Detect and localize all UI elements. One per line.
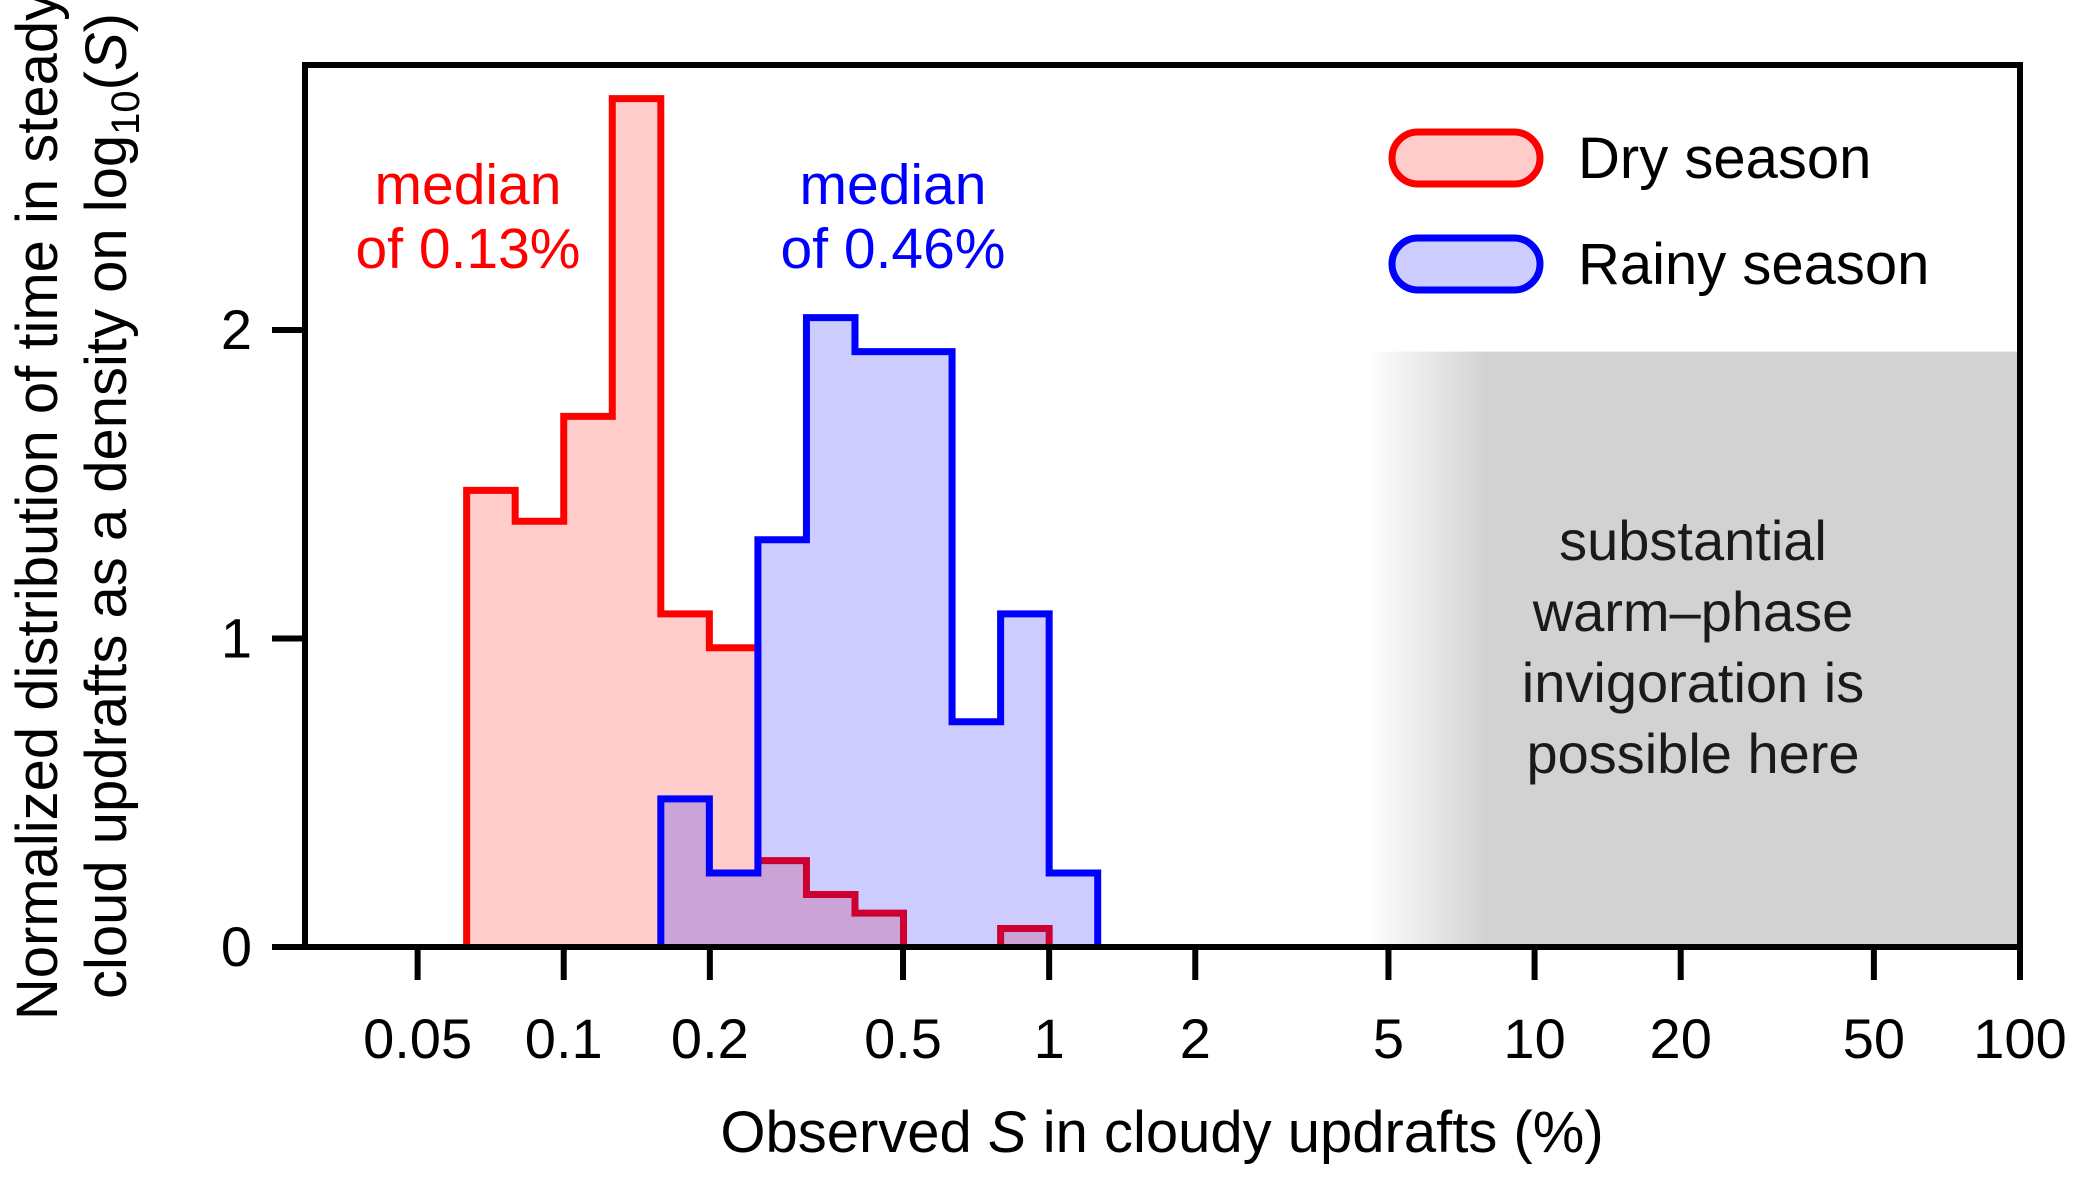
y-axis-title-line-2: cloud updrafts as a density on log10(S) xyxy=(74,13,148,999)
histogram-series-layer xyxy=(463,95,1102,947)
dry-median-line-2: of 0.13% xyxy=(356,217,581,281)
x-axis-title: Observed S in cloudy updrafts (%) xyxy=(720,1100,1603,1165)
x-tick-label: 1 xyxy=(1034,1007,1065,1070)
warm-phase-shaded-region-layer xyxy=(1366,351,2020,947)
y-tick-label: 2 xyxy=(221,298,252,361)
dry-season-bars-outline xyxy=(463,95,908,947)
dry-season-bars-outline xyxy=(997,924,1053,947)
x-tick-label: 0.2 xyxy=(671,1007,749,1070)
plot-border xyxy=(302,62,2023,950)
x-tick-label: 2 xyxy=(1180,1007,1211,1070)
warm-phase-shaded-region xyxy=(1366,351,2020,947)
rainy-median-line-1: median xyxy=(800,153,987,217)
x-tick-label: 0.1 xyxy=(525,1007,603,1070)
x-tick-label: 50 xyxy=(1843,1007,1905,1070)
shaded-caption-line-4: possible here xyxy=(1526,722,1859,785)
x-tick-label: 0.05 xyxy=(363,1007,472,1070)
legend-swatch-rainy xyxy=(1388,234,1544,294)
legend-label-rainy: Rainy season xyxy=(1578,232,1929,297)
dry-median-line-1: median xyxy=(375,153,562,217)
x-tick-label: 100 xyxy=(1973,1007,2066,1070)
x-tick-label: 5 xyxy=(1373,1007,1404,1070)
axes-layer: 0.05 0.1 0.2 0.5 1 2 5 10 20 50 100 0 1 2 xyxy=(221,62,2067,1070)
dry-median-annotation: median of 0.13% xyxy=(356,153,581,281)
x-tick-label: 10 xyxy=(1503,1007,1565,1070)
legend: Dry season Rainy season xyxy=(1388,126,1929,297)
rainy-median-annotation: median of 0.46% xyxy=(781,153,1006,281)
y-axis-title-line-1: Normalized distribution of time in stead… xyxy=(5,0,70,1020)
legend-swatch-dry xyxy=(1388,128,1544,188)
rainy-median-line-2: of 0.46% xyxy=(781,217,1006,281)
x-tick-label: 20 xyxy=(1650,1007,1712,1070)
shaded-region-caption: substantial warm–phase invigoration is p… xyxy=(1522,509,1864,785)
x-tick-label: 0.5 xyxy=(864,1007,942,1070)
legend-label-dry: Dry season xyxy=(1578,126,1871,191)
shaded-caption-line-3: invigoration is xyxy=(1522,651,1864,714)
y-tick-label: 0 xyxy=(221,915,252,978)
rainy-season-bars-fill xyxy=(660,317,1098,947)
shaded-caption-line-2: warm–phase xyxy=(1532,580,1854,643)
y-tick-label: 1 xyxy=(221,607,252,670)
dry-season-bars-fill xyxy=(466,98,904,947)
rainy-season-bars-outline xyxy=(657,314,1102,947)
shaded-caption-line-1: substantial xyxy=(1559,509,1827,572)
dry-season-bars-fill xyxy=(1000,928,1050,947)
